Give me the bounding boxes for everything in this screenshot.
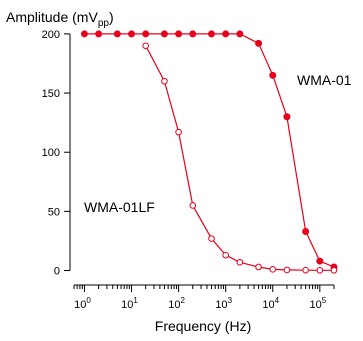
data-point [255,39,263,47]
data-point [283,266,291,274]
data-point [142,30,150,38]
data-point [222,30,230,38]
y-tick-label: 0 [54,266,60,278]
x-axis-label: Frequency (Hz) [155,318,251,334]
y-tick-label: 50 [48,206,60,218]
data-point [161,77,168,85]
axes: 0 50 100 150 200 100 101 102 103 104 105 [42,29,335,311]
data-point [236,30,244,38]
data-point [128,30,136,38]
data-point [316,257,324,265]
series-line-0 [84,33,335,268]
data-point [269,71,277,79]
data-point [269,266,277,273]
data-point [142,42,149,50]
data-point [283,113,291,121]
data-point [302,227,310,235]
series-label-wma-01lf: WMA-01LF [84,199,155,215]
data-point [80,30,88,38]
data-point [302,266,309,274]
data-point [330,266,338,274]
x-tick-label: 105 [309,296,326,311]
series-label-wma-01: WMA-01 [297,72,352,88]
data-point [160,30,168,38]
x-tick-label: 100 [74,296,91,311]
data-point [255,263,262,271]
y-tick-label: 150 [42,88,60,100]
data-point [189,202,197,209]
data-point [222,251,229,259]
x-tick-label: 103 [215,296,232,311]
data-point [175,128,182,136]
x-tick-label: 102 [168,296,185,311]
y-axis-label: Amplitude (mVpp) [6,9,114,29]
x-tick-label: 104 [262,296,279,311]
y-tick-label: 200 [42,29,60,41]
y-tick-label: 100 [42,147,60,159]
data-point [208,30,216,38]
series-layer [80,30,338,274]
data-point [189,30,197,38]
data-point [316,266,324,274]
data-point [95,30,103,38]
data-point [113,30,121,38]
x-tick-label: 101 [121,296,138,311]
data-point [236,258,244,266]
data-point [208,235,215,242]
data-point [175,30,183,38]
